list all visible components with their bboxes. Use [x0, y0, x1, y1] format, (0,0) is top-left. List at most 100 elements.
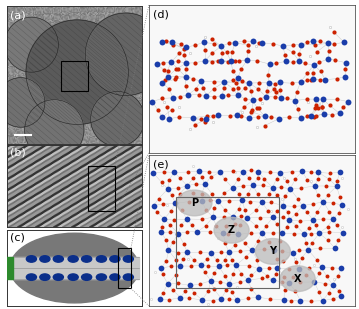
Point: [278, 87, 283, 92]
Point: [311, 114, 317, 119]
Point: [238, 214, 244, 218]
Ellipse shape: [81, 256, 92, 262]
Point: [274, 193, 280, 198]
Point: [232, 222, 237, 227]
Point: [202, 182, 208, 187]
Point: [215, 58, 221, 63]
Point: [202, 270, 208, 275]
Point: [238, 214, 244, 219]
Point: [158, 230, 164, 235]
Point: [246, 81, 252, 86]
Text: Z: Z: [228, 225, 235, 235]
Point: [304, 114, 310, 119]
Point: [248, 109, 253, 114]
Point: [207, 198, 213, 203]
Bar: [117, 248, 131, 289]
Point: [339, 224, 345, 229]
Point: [293, 256, 298, 261]
Point: [293, 259, 299, 264]
Point: [273, 89, 279, 94]
Point: [316, 271, 322, 276]
Point: [335, 238, 341, 243]
Point: [262, 114, 267, 119]
Point: [172, 77, 178, 82]
Point: [290, 251, 295, 256]
Point: [295, 107, 300, 112]
Point: [332, 246, 338, 251]
Point: [201, 193, 206, 198]
Point: [210, 114, 216, 119]
Point: [230, 214, 236, 219]
Point: [261, 247, 267, 252]
Point: [175, 250, 181, 255]
Point: [320, 97, 326, 102]
Point: [198, 79, 204, 84]
Point: [215, 113, 221, 118]
Point: [253, 223, 259, 228]
Point: [270, 231, 276, 235]
Circle shape: [90, 91, 144, 146]
Point: [181, 53, 187, 57]
Bar: [5, 257, 13, 279]
Point: [248, 231, 254, 236]
Point: [152, 270, 158, 275]
Point: [279, 249, 285, 254]
Point: [268, 115, 274, 120]
Point: [275, 257, 280, 262]
Point: [296, 266, 302, 271]
Point: [336, 288, 342, 293]
Bar: [10, 257, 139, 279]
Point: [150, 171, 156, 176]
Point: [238, 271, 244, 276]
Ellipse shape: [68, 274, 78, 280]
Point: [256, 80, 262, 85]
Point: [330, 201, 336, 205]
Point: [257, 215, 263, 220]
Point: [238, 114, 244, 119]
Point: [281, 258, 286, 263]
Point: [196, 168, 202, 173]
Point: [165, 74, 171, 79]
Point: [208, 278, 214, 283]
Point: [218, 44, 224, 49]
Point: [191, 257, 196, 262]
Point: [293, 223, 299, 228]
Point: [327, 171, 333, 176]
Point: [237, 222, 243, 227]
Point: [325, 41, 331, 46]
Point: [170, 95, 176, 100]
Point: [284, 96, 290, 101]
Circle shape: [255, 239, 290, 264]
Point: [166, 178, 172, 183]
Point: [198, 117, 204, 122]
Point: [164, 105, 170, 110]
Point: [286, 281, 292, 286]
Point: [277, 171, 283, 176]
Point: [160, 61, 165, 66]
Point: [232, 40, 237, 45]
Point: [327, 24, 333, 29]
Point: [281, 274, 287, 279]
Point: [279, 231, 285, 235]
Point: [273, 61, 279, 66]
Point: [187, 283, 193, 288]
Point: [268, 209, 274, 214]
Point: [171, 170, 177, 175]
Point: [255, 58, 260, 63]
Point: [189, 223, 195, 228]
Point: [193, 181, 199, 186]
Point: [211, 94, 217, 99]
Point: [221, 80, 227, 85]
Point: [219, 59, 224, 64]
Point: [277, 80, 283, 85]
Point: [241, 169, 246, 174]
Point: [248, 286, 254, 291]
Point: [312, 279, 317, 284]
Point: [238, 67, 244, 72]
Point: [277, 239, 283, 243]
Point: [266, 80, 272, 85]
Point: [199, 199, 205, 204]
Point: [342, 67, 348, 72]
Point: [274, 176, 279, 181]
Point: [191, 291, 197, 296]
